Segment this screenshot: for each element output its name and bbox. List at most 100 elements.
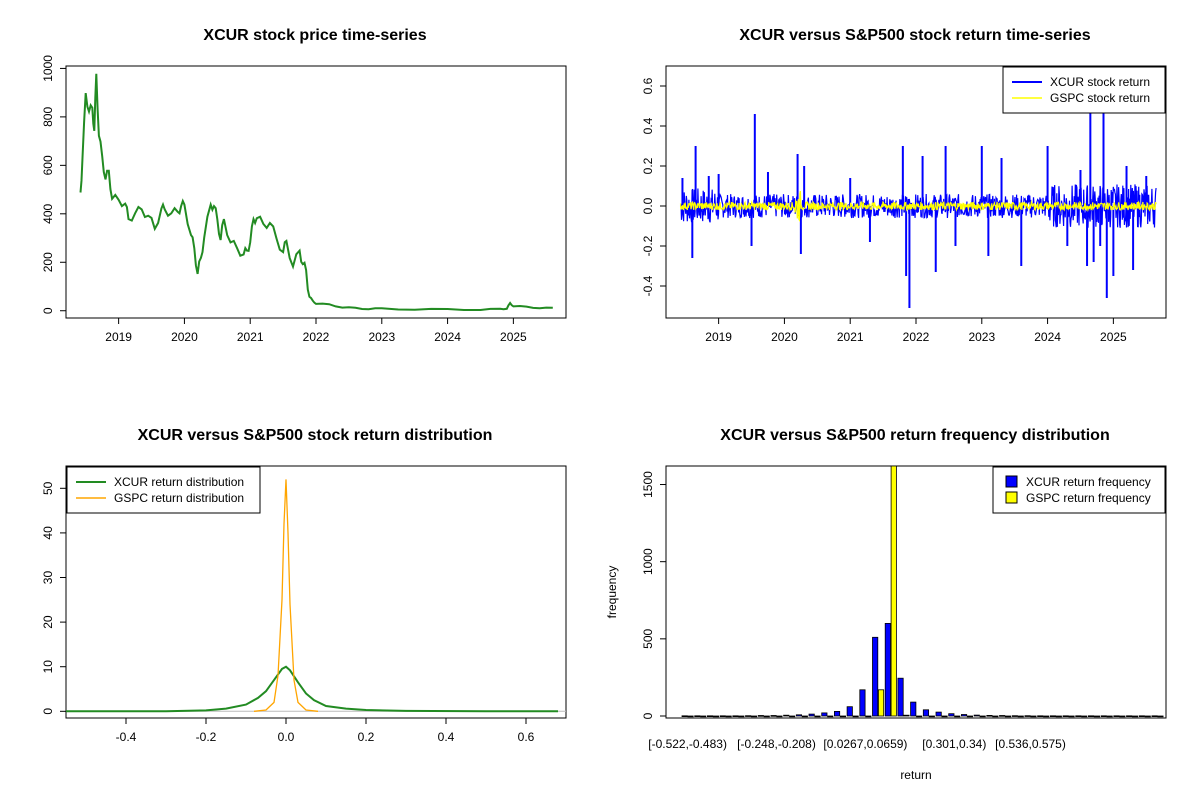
y-tick-label: 0 xyxy=(41,708,55,715)
xcur-frequency-bar xyxy=(935,711,942,717)
x-tick-label: 2020 xyxy=(171,330,198,344)
xcur-frequency-bar xyxy=(821,712,828,717)
axis-ticks: -0.4 -0.2 0.0 0.2 0.4 0.6 0 10 20 30 40 50 xyxy=(41,481,535,744)
gspc-frequency-bar xyxy=(928,715,935,718)
gspc-frequency-bar xyxy=(941,715,948,718)
gspc-frequency-bar xyxy=(979,715,986,718)
x-axis-label: return xyxy=(900,768,931,782)
gspc-frequency-bar xyxy=(789,715,796,718)
x-category-label: [0.301,0.34) xyxy=(922,737,986,751)
y-tick-label: 30 xyxy=(41,571,55,585)
xcur-frequency-bar xyxy=(719,715,726,717)
x-tick-label: 0.0 xyxy=(278,730,295,744)
gspc-frequency-bar xyxy=(890,465,897,717)
gspc-frequency-bar xyxy=(954,715,961,718)
xcur-frequency-bar xyxy=(732,715,739,717)
gspc-frequency-bar xyxy=(1081,715,1088,718)
gspc-frequency-bar xyxy=(763,715,770,718)
xcur-frequency-bar xyxy=(999,715,1006,717)
x-tick-label: 2022 xyxy=(303,330,330,344)
legend-label: XCUR stock return xyxy=(1050,75,1150,89)
xcur-frequency-bar xyxy=(694,715,701,717)
x-category-label: [0.536,0.575) xyxy=(995,737,1066,751)
gspc-frequency-bar xyxy=(1093,715,1101,718)
gspc-frequency-bar xyxy=(1030,715,1037,718)
xcur-frequency-bar xyxy=(783,714,790,717)
xcur-frequency-bar xyxy=(910,701,917,717)
axis-ticks: 2019 2020 2021 2022 2023 2024 2025 0 200 400 600 80… xyxy=(41,55,527,344)
y-tick-label: 10 xyxy=(41,660,55,674)
gspc-frequency-bar xyxy=(687,715,694,718)
x-tick-label: 2021 xyxy=(837,330,864,344)
x-tick-label: 2024 xyxy=(1034,330,1061,344)
legend: XCUR return frequency GSPC return freque… xyxy=(992,466,1166,514)
xcur-frequency-bar xyxy=(1138,715,1145,717)
xcur-frequency-bar xyxy=(1024,715,1031,717)
y-tick-label: 0.2 xyxy=(641,157,655,174)
gspc-frequency-bar xyxy=(852,715,859,718)
gspc-frequency-bar xyxy=(903,714,910,717)
y-tick-label: 1000 xyxy=(41,55,55,82)
x-tick-label: -0.4 xyxy=(116,730,137,744)
x-tick-label: 2024 xyxy=(434,330,461,344)
xcur-frequency-bar xyxy=(897,677,904,717)
xcur-frequency-bar xyxy=(808,713,815,717)
y-tick-label: 0 xyxy=(641,712,655,719)
xcur-frequency-bar xyxy=(1113,715,1120,717)
gspc-frequency-bar xyxy=(725,715,732,718)
xcur-frequency-bar xyxy=(770,715,777,717)
gspc-frequency-bar xyxy=(751,715,758,718)
xcur-frequency-bar xyxy=(745,715,752,717)
legend-label: GSPC return frequency xyxy=(1026,491,1151,505)
chart-title: XCUR versus S&P500 stock return distribu… xyxy=(138,427,493,444)
y-tick-label: 400 xyxy=(41,203,55,223)
gspc-frequency-bar xyxy=(1119,715,1126,718)
gspc-frequency-bar xyxy=(1005,715,1012,718)
gspc-frequency-bar xyxy=(827,715,834,718)
x-tick-label: 0.6 xyxy=(518,730,535,744)
gspc-frequency-bar xyxy=(712,715,719,718)
gspc-frequency-bar xyxy=(801,715,808,718)
legend-swatch xyxy=(1005,491,1018,504)
series-lines xyxy=(66,479,566,713)
y-tick-label: 0.0 xyxy=(641,197,655,214)
xcur-frequency-bar xyxy=(1088,715,1095,717)
y-tick-label: 500 xyxy=(641,629,655,649)
panel-return-timeseries: XCUR versus S&P500 stock return time-ser… xyxy=(641,27,1167,344)
y-tick-label: 0.6 xyxy=(641,77,655,94)
xcur-frequency-bar xyxy=(961,714,968,717)
y-tick-label: -0.4 xyxy=(641,275,655,296)
xcur-frequency-bar xyxy=(1062,715,1069,717)
x-tick-label: 2021 xyxy=(237,330,264,344)
legend: XCUR stock return GSPC stock return xyxy=(1002,66,1166,114)
chart-title: XCUR stock price time-series xyxy=(203,27,426,44)
gspc-density-line xyxy=(253,479,319,712)
gspc-frequency-bar xyxy=(992,715,999,718)
x-tick-label: 2020 xyxy=(771,330,798,344)
legend-box xyxy=(992,466,1166,514)
gspc-frequency-bar xyxy=(865,715,872,718)
gspc-frequency-bar xyxy=(1157,715,1164,718)
chart-title: XCUR versus S&P500 return frequency dist… xyxy=(720,427,1109,444)
axis-ticks: 2019 2020 2021 2022 2023 2024 2025 -0.4 -0.2 0.0 0… xyxy=(641,77,1127,344)
y-tick-label: 200 xyxy=(41,252,55,272)
gspc-frequency-bar xyxy=(1068,715,1075,718)
x-tick-label: 0.4 xyxy=(438,730,455,744)
gspc-frequency-bar xyxy=(1055,715,1062,718)
gspc-frequency-bar xyxy=(878,689,885,717)
xcur-frequency-bar xyxy=(859,689,866,717)
x-tick-label: 2022 xyxy=(903,330,930,344)
xcur-frequency-bar xyxy=(922,709,929,717)
xcur-frequency-bar xyxy=(872,636,879,717)
gspc-frequency-bar xyxy=(1017,715,1024,718)
y-tick-label: 40 xyxy=(41,526,55,540)
xcur-frequency-bar xyxy=(1011,715,1018,717)
gspc-frequency-bar xyxy=(916,715,923,718)
plot-frame xyxy=(65,465,567,719)
xcur-frequency-bar xyxy=(986,715,993,717)
xcur-frequency-bar xyxy=(1049,715,1057,717)
gspc-frequency-bar xyxy=(1132,715,1139,718)
xcur-frequency-bar xyxy=(1037,715,1044,717)
